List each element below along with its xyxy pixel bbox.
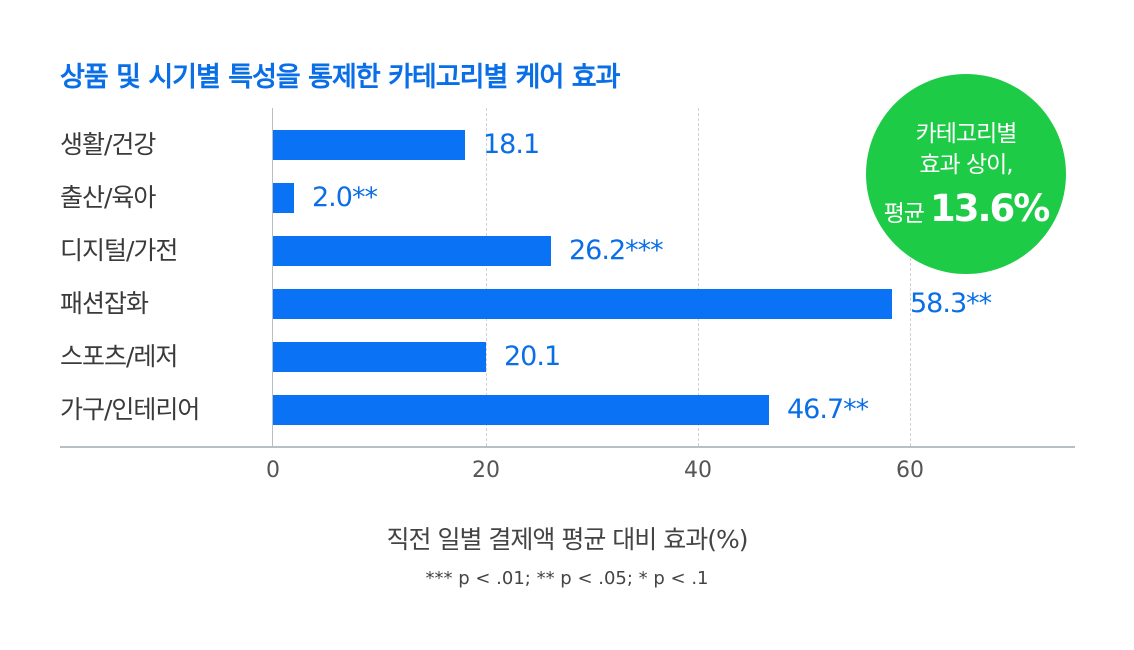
category-label: 출산/육아 bbox=[60, 183, 156, 212]
gridline-60 bbox=[910, 108, 911, 446]
callout-average-value: 13.6% bbox=[929, 186, 1050, 230]
category-label: 생활/건강 bbox=[60, 130, 156, 159]
bar bbox=[273, 183, 294, 213]
gridline-20 bbox=[486, 108, 487, 446]
value-label: 58.3** bbox=[910, 288, 992, 319]
bar bbox=[273, 130, 465, 160]
gridline-40 bbox=[698, 108, 699, 446]
bar bbox=[273, 236, 551, 266]
x-axis-line bbox=[60, 446, 1075, 448]
callout-line-1: 카테고리별 bbox=[915, 120, 1018, 147]
value-label: 2.0** bbox=[312, 182, 378, 213]
category-label: 스포츠/레저 bbox=[60, 342, 178, 371]
callout-average-label: 평균 bbox=[883, 200, 925, 227]
average-callout-bubble: 카테고리별 효과 상이, 평균 13.6% bbox=[866, 74, 1066, 274]
bar bbox=[273, 289, 892, 319]
y-axis-line bbox=[272, 108, 273, 446]
chart-title: 상품 및 시기별 특성을 통제한 카테고리별 케어 효과 bbox=[60, 62, 620, 93]
category-label: 패션잡화 bbox=[60, 289, 149, 318]
value-label: 20.1 bbox=[504, 341, 561, 372]
value-label: 18.1 bbox=[483, 129, 540, 160]
x-tick-label: 0 bbox=[266, 458, 280, 483]
value-label: 46.7** bbox=[787, 394, 869, 425]
x-tick-label: 40 bbox=[684, 458, 712, 483]
value-label: 26.2*** bbox=[569, 235, 664, 266]
bar bbox=[273, 395, 769, 425]
x-tick-label: 20 bbox=[472, 458, 500, 483]
category-label: 가구/인테리어 bbox=[60, 395, 200, 424]
callout-average: 평균 13.6% bbox=[883, 186, 1051, 230]
significance-footnote: *** p < .01; ** p < .05; * p < .1 bbox=[425, 568, 709, 589]
bar bbox=[273, 342, 486, 372]
callout-line-2: 효과 상이, bbox=[919, 151, 1013, 178]
x-tick-label: 60 bbox=[896, 458, 924, 483]
category-label: 디지털/가전 bbox=[60, 236, 178, 265]
x-axis-title: 직전 일별 결제액 평균 대비 효과(%) bbox=[386, 525, 749, 554]
